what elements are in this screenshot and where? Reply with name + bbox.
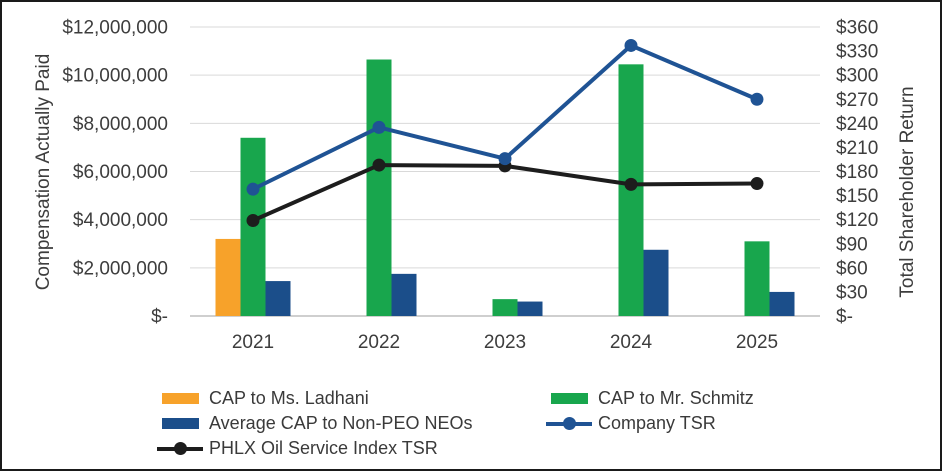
- tsr-line: [252, 163, 758, 223]
- bar: [517, 301, 543, 316]
- legend-label: Average CAP to Non-PEO NEOs: [209, 413, 473, 433]
- right-axis-tick: $300: [836, 66, 878, 87]
- x-axis-label: 2022: [358, 332, 400, 353]
- tsr-marker: [246, 213, 260, 227]
- legend-item: CAP to Mr. Schmitz: [546, 386, 754, 411]
- legend-label: PHLX Oil Service Index TSR: [209, 438, 438, 458]
- legend-bar-swatch: [546, 386, 592, 411]
- legend-item: Company TSR: [546, 411, 754, 436]
- x-axis-label: 2025: [736, 332, 778, 353]
- right-axis-tick: $30: [836, 282, 868, 303]
- tsr-marker: [372, 120, 386, 134]
- left-axis-tick: $6,000,000: [73, 162, 168, 183]
- right-axis-tick: $60: [836, 258, 868, 279]
- legend-item: Average CAP to Non-PEO NEOs: [157, 411, 472, 436]
- bar: [391, 273, 417, 316]
- x-axis-label: 2023: [484, 332, 526, 353]
- legend-column-right: CAP to Mr. Schmitz Company TSR: [546, 386, 754, 436]
- left-axis-title: Compensation Actually Paid: [33, 53, 54, 291]
- left-axis-tick: $2,000,000: [73, 258, 168, 279]
- left-axis-tick: $12,000,000: [62, 18, 168, 39]
- left-axis-tick: $10,000,000: [62, 66, 168, 87]
- right-axis-tick: $360: [836, 18, 878, 39]
- tsr-marker: [372, 158, 386, 172]
- line-marker-dot-icon: [173, 442, 187, 455]
- bar: [265, 281, 291, 316]
- left-axis-tick: $4,000,000: [73, 210, 168, 231]
- tsr-marker: [624, 177, 638, 191]
- x-axis-label: 2021: [232, 332, 274, 353]
- bar-swatch-icon: [161, 393, 199, 404]
- right-axis-tick: $-: [836, 307, 853, 328]
- right-axis-tick: $330: [836, 42, 878, 63]
- legend-column-left: CAP to Ms. Ladhani Average CAP to Non-PEO…: [157, 386, 472, 461]
- legend-item: PHLX Oil Service Index TSR: [157, 436, 472, 461]
- line-marker-dot-icon: [562, 417, 576, 430]
- legend-label: Company TSR: [598, 413, 716, 433]
- right-axis-tick: $120: [836, 210, 878, 231]
- bar: [215, 238, 241, 316]
- bar: [744, 241, 770, 316]
- legend-bar-swatch: [157, 411, 203, 436]
- legend-line-marker-icon: [157, 436, 203, 461]
- right-axis-tick: $150: [836, 186, 878, 207]
- right-axis-tick: $210: [836, 138, 878, 159]
- tsr-marker: [624, 38, 638, 52]
- right-axis-tick: $180: [836, 162, 878, 183]
- bar-swatch-icon: [550, 393, 588, 404]
- right-axis-tick: $240: [836, 114, 878, 135]
- right-axis-title: Total Shareholder Return: [897, 86, 918, 298]
- x-axis-label: 2024: [610, 332, 653, 353]
- left-axis-tick: $-: [151, 307, 168, 328]
- legend-line-marker-icon: [546, 411, 592, 436]
- bar: [366, 59, 392, 316]
- bar: [769, 291, 795, 316]
- tsr-marker: [246, 182, 260, 196]
- tsr-marker: [498, 152, 512, 166]
- right-axis-tick: $90: [836, 234, 868, 255]
- bar-swatch-icon: [161, 418, 199, 429]
- bar: [643, 249, 669, 316]
- tsr-marker: [750, 92, 764, 106]
- tsr-marker: [750, 177, 764, 191]
- legend-bar-swatch: [157, 386, 203, 411]
- bar: [492, 299, 518, 316]
- legend-label: CAP to Ms. Ladhani: [209, 388, 369, 408]
- right-axis-tick: $270: [836, 90, 878, 111]
- left-axis-tick: $8,000,000: [73, 114, 168, 135]
- legend-item: CAP to Ms. Ladhani: [157, 386, 472, 411]
- legend-label: CAP to Mr. Schmitz: [598, 388, 754, 408]
